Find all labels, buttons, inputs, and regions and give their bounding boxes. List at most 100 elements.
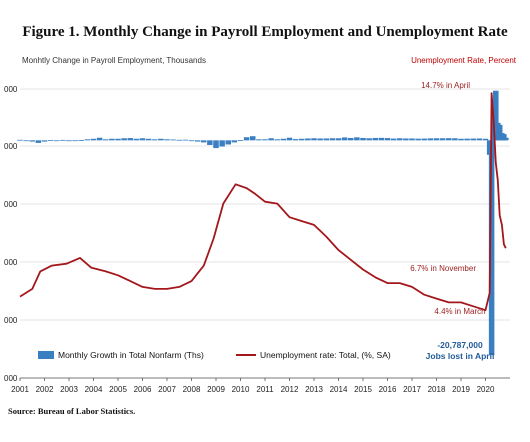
employment-bar [182, 139, 189, 141]
employment-bar [445, 138, 452, 141]
employment-bar [501, 134, 507, 141]
x-tick-label: 2014 [330, 385, 348, 394]
employment-bar [503, 137, 509, 141]
x-tick-label: 2008 [183, 385, 201, 394]
gridlines [20, 88, 510, 379]
employment-bar [17, 139, 23, 141]
employment-bar [47, 140, 54, 141]
employment-bar [415, 138, 421, 141]
employment-bar [90, 138, 97, 141]
chart-title: Figure 1. Monthly Change in Payroll Empl… [22, 24, 508, 40]
x-tick-label: 2010 [232, 385, 250, 394]
x-tick-label: 2004 [85, 385, 103, 394]
employment-bar [225, 140, 232, 145]
employment-bar [335, 138, 342, 141]
employment-bar [243, 137, 250, 141]
x-tick-label: 2006 [134, 385, 152, 394]
legend: Monthly Growth in Total Nonfarm (Ths) Un… [38, 350, 391, 360]
employment-bar [207, 140, 213, 145]
employment-bar [219, 140, 225, 147]
employment-bar [488, 140, 495, 356]
employment-bar [188, 140, 195, 142]
x-tick-label: 2016 [379, 385, 397, 394]
employment-bar [439, 138, 446, 141]
x-tick-label: 2017 [403, 385, 421, 394]
employment-bar [53, 140, 60, 142]
employment-bar [151, 139, 158, 141]
employment-bar [470, 138, 477, 141]
employment-bar [347, 137, 354, 141]
employment-bar [127, 138, 134, 141]
employment-bar [102, 139, 109, 141]
employment-bar [231, 140, 238, 143]
employment-bar [256, 139, 262, 141]
employment-bar [360, 137, 366, 141]
left-tick-label: 000 [4, 142, 18, 151]
left-tick-label: 000 [4, 374, 18, 383]
employment-bar [292, 139, 299, 141]
employment-bar [464, 138, 470, 141]
employment-bar [366, 138, 372, 141]
employment-bar [121, 138, 127, 141]
employment-bar [311, 138, 317, 141]
employment-bar [298, 138, 305, 141]
legend-bar-label: Monthly Growth in Total Nonfarm (Ths) [58, 350, 204, 360]
employment-bar [427, 138, 434, 141]
employment-bar [213, 140, 219, 149]
employment-bar [384, 138, 391, 141]
annotation-march: 4.4% in March [434, 307, 485, 316]
employment-bar [372, 137, 379, 141]
left-axis-ticks: 000 000 000 000 000 000 [4, 85, 18, 383]
employment-bar [23, 140, 29, 142]
x-tick-label: 2001 [11, 385, 29, 394]
employment-bar [496, 124, 503, 141]
x-tick-label: 2009 [207, 385, 225, 394]
employment-bar [35, 140, 42, 143]
employment-bar [158, 138, 164, 141]
employment-bar [274, 139, 281, 141]
unemployment-line-path [19, 92, 507, 312]
x-tick-label: 2019 [452, 385, 470, 394]
employment-bar [421, 138, 428, 141]
employment-bar [60, 139, 66, 141]
employment-bar [262, 139, 268, 141]
legend-line-label: Unemployment rate: Total, (%, SA) [260, 350, 391, 360]
employment-bar [396, 138, 403, 141]
employment-bar [194, 140, 201, 142]
employment-bar [66, 140, 72, 142]
employment-bar [164, 139, 170, 141]
employment-bar [493, 90, 499, 141]
employment-bar [176, 139, 183, 141]
employment-bar [458, 138, 464, 141]
x-axis: 2001 2002 2003 2004 2005 2006 2007 2008 2009 2010… [11, 377, 510, 394]
employment-bar [323, 138, 330, 141]
employment-bar [84, 139, 91, 141]
employment-bar [403, 138, 409, 141]
employment-bar [170, 139, 176, 141]
annotation-april-peak: 14.7% in April [421, 81, 470, 90]
employment-bar [109, 138, 115, 141]
employment-bar [237, 140, 244, 141]
employment-bar [115, 138, 121, 141]
x-tick-label: 2013 [305, 385, 323, 394]
employment-bar [280, 138, 287, 141]
x-tick-label: 2015 [354, 385, 372, 394]
employment-bar [78, 140, 85, 141]
employment-bar [433, 138, 440, 141]
x-tick-label: 2007 [158, 385, 176, 394]
employment-bar [329, 138, 336, 141]
employment-bar [268, 138, 274, 141]
x-tick-label: 2020 [477, 385, 495, 394]
employment-bar [409, 138, 415, 141]
legend-bar-swatch [38, 351, 54, 359]
employment-bar [341, 137, 348, 141]
employment-bar [41, 140, 48, 142]
employment-bar [482, 138, 489, 141]
x-tick-label: 2003 [60, 385, 78, 394]
x-tick-label: 2018 [428, 385, 446, 394]
left-tick-label: 000 [4, 85, 18, 94]
employment-bar [29, 140, 36, 142]
employment-bar [139, 138, 146, 141]
x-tick-label: 2012 [281, 385, 299, 394]
employment-bar [200, 140, 207, 143]
